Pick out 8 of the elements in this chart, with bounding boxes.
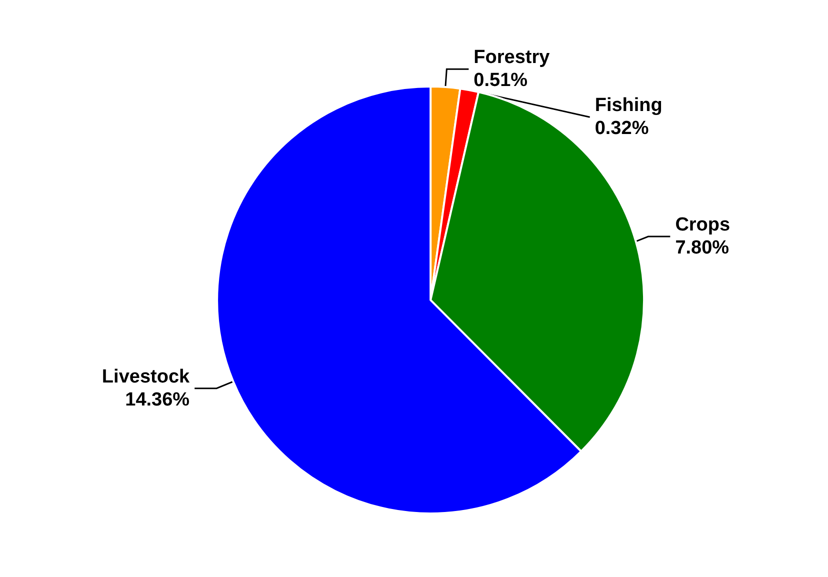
data-label: 7.80% <box>675 237 730 258</box>
slice-label: Fishing <box>594 95 662 116</box>
data-label: 0.32% <box>594 118 649 140</box>
data-label: 14.36% <box>125 389 190 410</box>
data-label: 0.51% <box>474 70 528 92</box>
slice-label: Crops <box>675 214 730 236</box>
slice-label: Livestock <box>102 366 190 388</box>
slice-label: Forestry <box>474 47 550 68</box>
